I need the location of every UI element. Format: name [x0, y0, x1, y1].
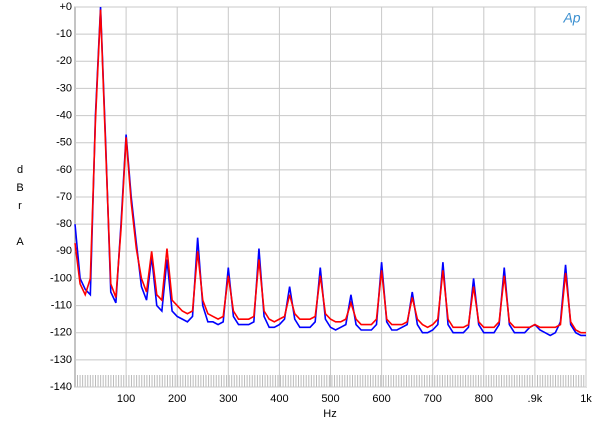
y-tick-label: -130: [50, 354, 72, 366]
y-tick-label: -30: [56, 82, 72, 94]
x-tick-label: 500: [321, 393, 339, 405]
y-tick-label: -40: [56, 109, 72, 121]
y-axis-label: r: [18, 200, 22, 212]
y-axis-label: B: [16, 182, 23, 194]
y-tick-label: -140: [50, 381, 72, 393]
x-tick-label: 600: [372, 393, 390, 405]
x-tick-label: 200: [168, 393, 186, 405]
logo: Ap: [562, 10, 580, 26]
y-axis-label: A: [16, 236, 24, 248]
y-tick-label: +0: [59, 1, 72, 13]
x-tick-label: 100: [117, 393, 135, 405]
x-tick-label: 700: [424, 393, 442, 405]
y-tick-label: -100: [50, 272, 72, 284]
y-tick-label: -120: [50, 327, 72, 339]
y-tick-label: -90: [56, 245, 72, 257]
x-tick-label: .9k: [528, 393, 543, 405]
x-tick-label: 400: [270, 393, 288, 405]
series-line: [74, 9, 586, 334]
y-tick-label: -50: [56, 137, 72, 149]
x-axis-label: Hz: [323, 408, 336, 420]
x-tick-label: 1k: [580, 393, 592, 405]
y-tick-label: -20: [56, 55, 72, 67]
y-tick-label: -70: [56, 191, 72, 203]
y-tick-label: -110: [51, 299, 72, 311]
y-axis-label: d: [17, 164, 23, 176]
x-tick-label: 800: [475, 393, 493, 405]
y-tick-label: -60: [56, 164, 72, 176]
y-tick-label: -80: [56, 218, 72, 230]
y-tick-label: -10: [56, 28, 72, 40]
x-tick-label: 300: [219, 393, 237, 405]
